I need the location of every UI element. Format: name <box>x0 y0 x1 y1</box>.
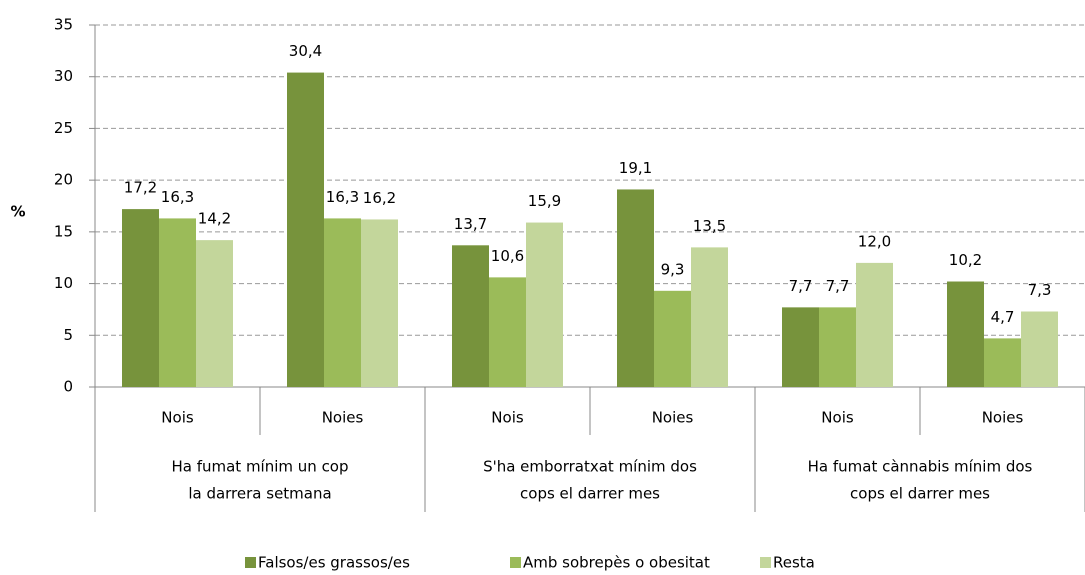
x-tick-label: Noies <box>652 409 694 427</box>
group-label: cops el darrer mes <box>520 485 660 503</box>
y-tick-label: 35 <box>54 16 73 34</box>
value-label: 19,1 <box>619 159 652 177</box>
bar <box>324 218 361 387</box>
bar <box>856 262 893 387</box>
y-tick-label: 25 <box>54 119 73 137</box>
value-label: 13,7 <box>454 215 487 233</box>
x-tick-label: Nois <box>491 409 524 427</box>
bar <box>196 240 233 387</box>
group-label: cops el darrer mes <box>850 485 990 503</box>
value-label: 17,2 <box>124 179 157 197</box>
value-label: 14,2 <box>198 210 231 228</box>
y-axis-label: % <box>10 203 25 221</box>
y-tick-label: 10 <box>54 274 73 292</box>
y-tick-label: 15 <box>54 222 73 240</box>
value-label: 13,5 <box>693 217 726 235</box>
bar <box>489 277 526 387</box>
bar <box>287 72 324 387</box>
x-tick-label: Noies <box>322 409 364 427</box>
bar <box>947 281 984 387</box>
bar <box>984 338 1021 387</box>
legend-swatch <box>245 557 256 568</box>
value-label: 10,2 <box>949 251 982 269</box>
bar <box>159 218 196 387</box>
bar <box>819 307 856 387</box>
value-label: 30,4 <box>289 42 322 60</box>
y-tick-label: 20 <box>54 171 73 189</box>
value-label: 4,7 <box>991 308 1015 326</box>
y-tick-label: 0 <box>63 378 73 396</box>
y-tick-label: 5 <box>63 326 73 344</box>
value-label: 16,3 <box>326 188 359 206</box>
value-label: 16,2 <box>363 189 396 207</box>
group-label: S'ha emborratxat mínim dos <box>483 458 697 476</box>
bar <box>654 290 691 387</box>
value-label: 7,7 <box>826 277 850 295</box>
legend-swatch <box>760 557 771 568</box>
x-tick-label: Nois <box>821 409 854 427</box>
group-label: Ha fumat mínim un cop <box>171 458 348 476</box>
bar <box>617 189 654 387</box>
legend-swatch <box>510 557 521 568</box>
value-label: 10,6 <box>491 247 524 265</box>
bar <box>782 307 819 387</box>
value-label: 15,9 <box>528 192 561 210</box>
legend-label: Falsos/es grassos/es <box>258 554 410 572</box>
value-label: 9,3 <box>661 260 685 278</box>
value-label: 12,0 <box>858 232 891 250</box>
x-tick-label: Nois <box>161 409 194 427</box>
x-tick-label: Noies <box>982 409 1024 427</box>
y-tick-label: 30 <box>54 67 73 85</box>
group-label: Ha fumat cànnabis mínim dos <box>808 458 1033 476</box>
bar <box>361 219 398 387</box>
legend-label: Resta <box>773 554 815 572</box>
bar <box>526 222 563 387</box>
bar <box>122 209 159 387</box>
value-label: 16,3 <box>161 188 194 206</box>
bar <box>1021 311 1058 387</box>
value-label: 7,7 <box>789 277 813 295</box>
bar <box>452 245 489 387</box>
value-label: 7,3 <box>1028 281 1052 299</box>
bar <box>691 247 728 387</box>
group-label: la darrera setmana <box>188 485 331 503</box>
legend-label: Amb sobrepès o obesitat <box>523 554 710 572</box>
